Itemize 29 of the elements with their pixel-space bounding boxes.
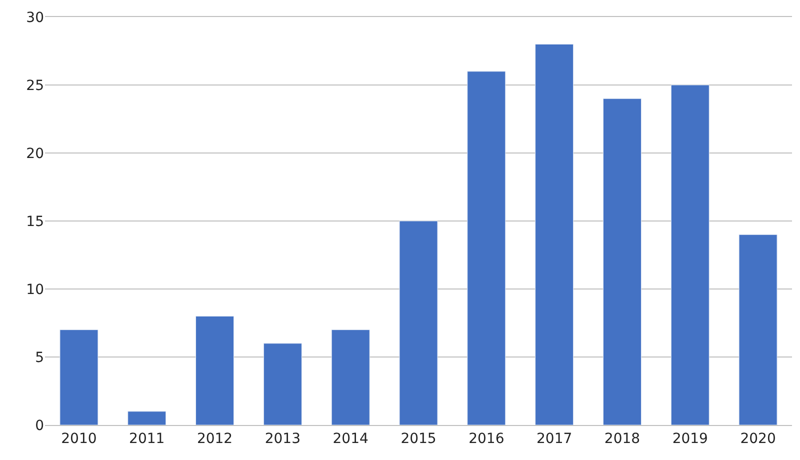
y-tick-label: 15 [26,214,44,230]
bar [535,44,574,425]
bar [467,71,506,425]
bar [670,84,710,425]
y-tick-label: 25 [26,78,44,94]
bar [738,234,778,425]
y-tick-label: 30 [26,10,44,26]
y-tick-label: 5 [35,350,44,366]
bar [128,411,166,425]
x-tick-label: 2011 [129,430,165,447]
x-tick-label: 2010 [61,430,97,447]
bar [196,316,234,425]
bar [399,220,438,425]
x-tick-label: 2020 [740,430,776,447]
x-tick-label: 2019 [672,430,708,447]
bar [331,330,370,425]
y-tick-label: 10 [26,282,44,298]
x-tick-label: 2015 [400,430,436,447]
bar [602,98,642,425]
x-tick-label: 2017 [536,430,572,447]
bar [263,343,302,425]
y-tick-label: 20 [26,146,44,162]
x-tick-label: 2014 [332,430,368,447]
y-tick-label: 0 [35,418,44,434]
x-tick-label: 2018 [604,430,640,447]
x-tick-label: 2016 [468,430,504,447]
bar [60,330,98,425]
x-tick-label: 2013 [264,430,300,447]
x-tick-label: 2012 [196,430,233,447]
